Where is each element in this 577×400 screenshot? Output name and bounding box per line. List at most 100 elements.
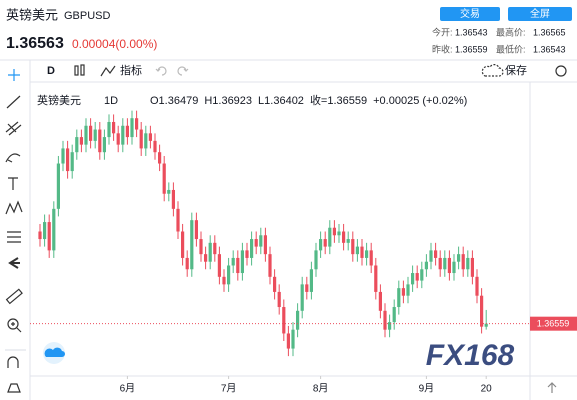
last-price-label: 1.36559	[537, 319, 570, 329]
candle-body	[447, 257, 451, 274]
save-icon[interactable]	[481, 64, 504, 77]
indicator-button[interactable]: 指标	[120, 63, 142, 77]
candle-body	[438, 257, 442, 270]
candle-body	[130, 118, 134, 138]
stat-label: 今开:	[432, 26, 453, 37]
candle-body	[484, 323, 488, 327]
candle-body	[217, 254, 221, 277]
stat-value: 1.36559	[455, 44, 488, 54]
left-toolbar	[5, 69, 26, 393]
current-price: 1.36563	[6, 35, 64, 52]
candle-body	[240, 250, 244, 274]
candle-body	[480, 295, 484, 327]
legend-interval: 1D	[104, 95, 118, 107]
trade-button-label[interactable]: 交易	[460, 7, 480, 20]
indicator-icon[interactable]	[100, 65, 116, 77]
candle-body	[470, 257, 474, 277]
stat-value: 1.36543	[533, 44, 566, 54]
candle-body	[296, 310, 300, 330]
candle-body	[273, 276, 277, 292]
candle-body	[38, 231, 42, 240]
candle-body	[411, 273, 415, 285]
candle-body	[378, 291, 382, 311]
fullscreen-button-label[interactable]: 全屏	[530, 7, 550, 20]
candle-body	[355, 246, 359, 255]
candle-body	[424, 261, 428, 270]
instrument-symbol: GBPUSD	[64, 10, 111, 22]
settings-corner[interactable]	[547, 382, 557, 393]
candle-body	[466, 257, 470, 270]
candle-body	[121, 125, 125, 145]
legend-name: 英镑美元	[37, 93, 81, 107]
ruler-tool[interactable]	[5, 288, 23, 305]
back-tool[interactable]	[8, 257, 20, 269]
candle-body	[43, 222, 47, 240]
chart-style-button[interactable]	[74, 64, 85, 76]
candle-body	[434, 250, 438, 258]
redo-button[interactable]	[177, 66, 189, 76]
candle-body	[291, 329, 295, 349]
fullscreen-button[interactable]	[508, 7, 572, 21]
zoom-tool[interactable]	[7, 318, 19, 330]
candle-body	[208, 242, 212, 262]
candle-body	[185, 257, 189, 270]
candle-body	[56, 163, 60, 209]
candle-body	[300, 284, 304, 311]
pattern-tool[interactable]	[5, 200, 23, 215]
candle-body	[323, 239, 327, 247]
undo-button[interactable]	[155, 66, 167, 76]
candle-body	[236, 257, 240, 274]
magnet-tool[interactable]	[7, 356, 19, 368]
candle-body	[98, 129, 102, 153]
candle-body	[319, 239, 323, 251]
candle-body	[452, 261, 456, 274]
candle-body	[388, 322, 392, 330]
candle-body	[245, 250, 249, 258]
stat-label: 最高价:	[496, 26, 526, 37]
x-tick-label: 20	[481, 384, 493, 395]
save-button[interactable]: 保存	[505, 63, 527, 77]
candle-body	[231, 257, 235, 266]
trash-tool[interactable]	[7, 383, 21, 393]
candle-body	[415, 273, 419, 281]
trade-button[interactable]	[440, 7, 500, 21]
candle-body	[190, 220, 194, 270]
instrument-name: 英镑美元	[6, 7, 58, 22]
candle-body	[475, 276, 479, 296]
interval-button[interactable]: D	[47, 65, 55, 77]
candle-body	[263, 235, 267, 255]
legend-values: O1.36479 H1.36923 L1.36402 收=1.36559 +0.0002…	[150, 93, 467, 107]
candle-body	[227, 265, 231, 285]
candle-body	[351, 239, 355, 255]
settings-button[interactable]	[555, 65, 567, 77]
fib-tool[interactable]	[5, 121, 22, 136]
stat-value: 1.36543	[455, 27, 488, 37]
stat-label: 昨收:	[432, 43, 453, 54]
x-tick-label: 9月	[419, 383, 435, 395]
candle-body	[461, 254, 465, 270]
candle-body	[199, 239, 203, 255]
brush-tool[interactable]	[5, 153, 21, 163]
x-tick-label: 8月	[313, 383, 329, 395]
candle-body	[135, 118, 139, 130]
candle-body	[112, 121, 116, 134]
candle-body	[277, 291, 281, 308]
text-tool[interactable]	[8, 177, 18, 190]
crosshair-tool[interactable]	[8, 69, 20, 81]
candle-body	[286, 333, 290, 349]
candle-body	[374, 265, 378, 292]
candle-body	[75, 137, 79, 153]
candle-body	[429, 250, 433, 262]
candle-body	[47, 222, 51, 251]
candle-body	[282, 307, 286, 334]
trendline-tool[interactable]	[6, 95, 21, 109]
candle-body	[342, 231, 346, 243]
candle-body	[365, 250, 369, 258]
stat-label: 最低价:	[496, 43, 526, 54]
candle-body	[176, 208, 180, 232]
candle-body	[162, 163, 166, 194]
candle-body	[181, 231, 185, 258]
prediction-tool[interactable]	[7, 231, 21, 243]
candle-body	[309, 269, 313, 292]
